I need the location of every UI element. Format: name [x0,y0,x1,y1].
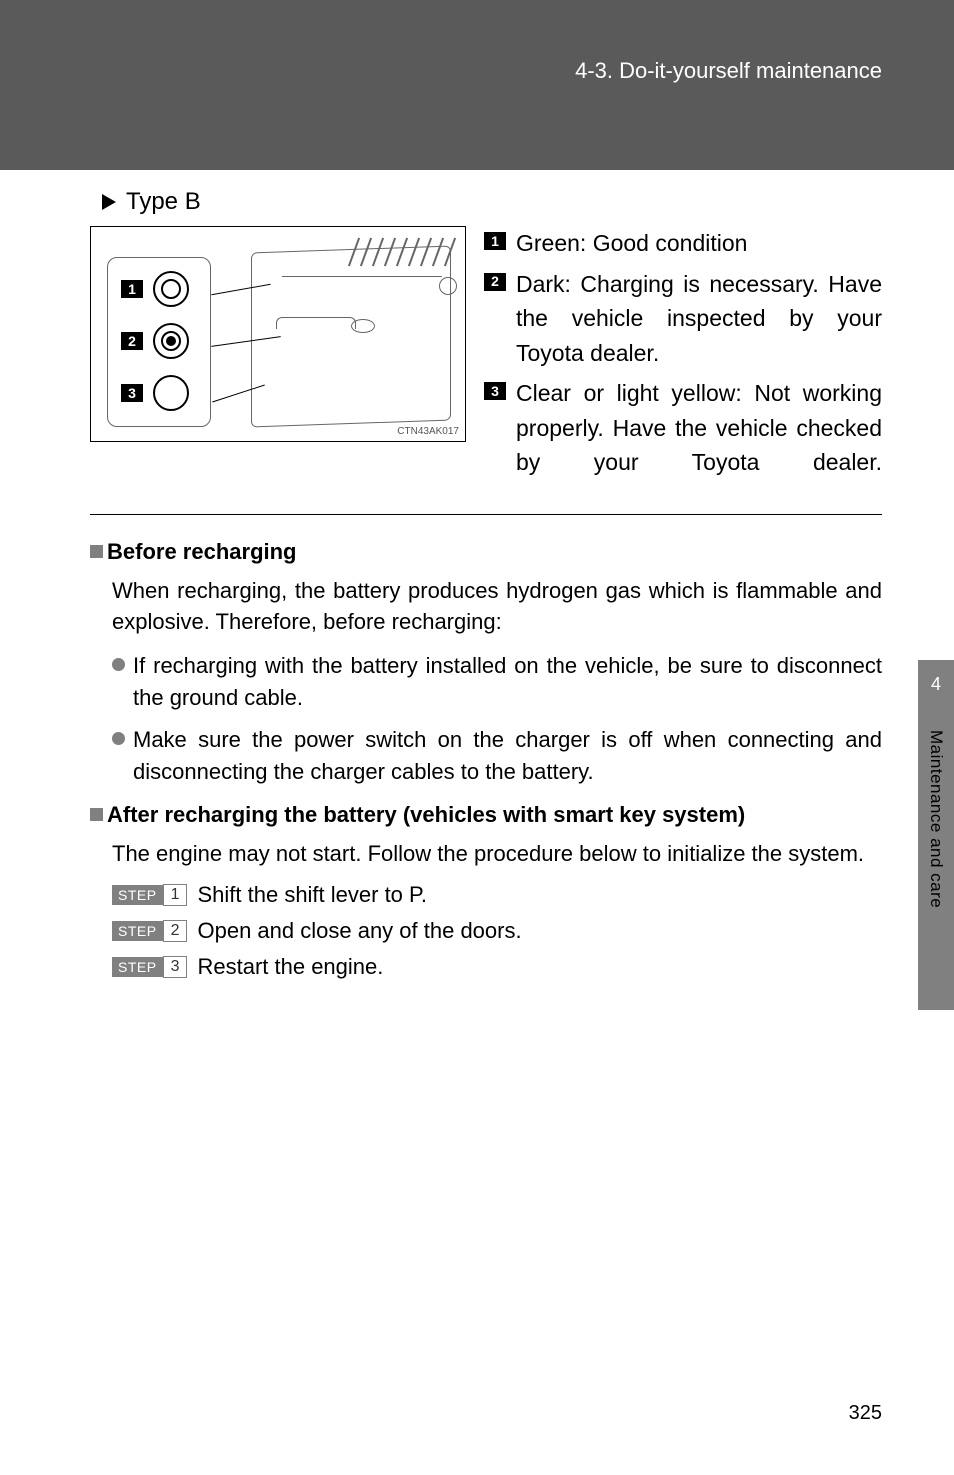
section-intro: The engine may not start. Follow the pro… [112,838,882,870]
legend-item: 3 Clear or light yellow: Not working pro… [484,376,882,480]
step-number: 1 [163,884,188,906]
legend-text: Dark: Charging is necessary. Have the ve… [516,267,882,371]
step-badge: STEP 1 [112,884,187,906]
step-item: STEP 3 Restart the engine. [112,954,882,980]
step-number: 2 [163,920,188,942]
bullet-item: If recharging with the battery installed… [112,650,882,714]
indicator-number-badge: 1 [121,280,143,298]
battery-terminal [439,277,457,295]
section-heading: After recharging the battery (vehicles w… [90,802,882,828]
legend-number-badge: 1 [484,232,506,250]
bullet-text: Make sure the power switch on the charge… [133,724,882,788]
bullet-text: If recharging with the battery installed… [133,650,882,714]
section-title: After recharging the battery (vehicles w… [107,802,745,828]
after-recharging-section: After recharging the battery (vehicles w… [90,802,882,980]
triangle-icon [102,194,116,210]
battery-handle [276,317,356,329]
diagram-code: CTN43AK017 [397,426,459,437]
section-title: Before recharging [107,539,297,565]
legend-text: Clear or light yellow: Not working prope… [516,376,882,480]
round-bullet-icon [112,732,125,745]
step-label: STEP [112,957,163,977]
before-recharging-section: Before recharging When recharging, the b… [90,539,882,788]
chapter-label: Maintenance and care [926,730,946,908]
main-content: Type B 1 2 [0,188,954,980]
step-text: Restart the engine. [197,954,383,980]
legend-item: 1 Green: Good condition [484,226,882,261]
type-label: Type B [126,188,201,216]
divider [90,514,882,515]
header-band: 4-3. Do-it-yourself maintenance [0,0,954,170]
step-label: STEP [112,921,163,941]
step-text: Shift the shift lever to P. [197,882,427,908]
type-heading: Type B [102,188,882,216]
square-bullet-icon [90,808,103,821]
page-number: 325 [849,1402,882,1425]
step-item: STEP 2 Open and close any of the doors. [112,918,882,944]
chapter-number: 4 [918,660,954,695]
step-badge: STEP 3 [112,956,187,978]
battery-hatch [353,237,463,269]
indicator-circle-green-icon [153,271,189,307]
indicator-circle-clear-icon [153,375,189,411]
legend-list: 1 Green: Good condition 2 Dark: Charging… [484,226,882,486]
diagram-and-legend: 1 2 3 CTN43AK017 1 [90,226,882,486]
step-text: Open and close any of the doors. [197,918,521,944]
indicator-number-badge: 2 [121,332,143,350]
indicator-row-1: 1 [121,271,189,307]
step-badge: STEP 2 [112,920,187,942]
legend-item: 2 Dark: Charging is necessary. Have the … [484,267,882,371]
legend-number-badge: 3 [484,382,506,400]
step-label: STEP [112,885,163,905]
section-intro: When recharging, the battery produces hy… [112,575,882,639]
bullet-item: Make sure the power switch on the charge… [112,724,882,788]
legend-number-badge: 2 [484,273,506,291]
indicator-row-3: 3 [121,375,189,411]
indicator-row-2: 2 [121,323,189,359]
step-number: 3 [163,956,188,978]
step-item: STEP 1 Shift the shift lever to P. [112,882,882,908]
battery-diagram: 1 2 3 CTN43AK017 [90,226,466,442]
indicator-circle-dark-icon [153,323,189,359]
header-breadcrumb: 4-3. Do-it-yourself maintenance [575,58,882,84]
round-bullet-icon [112,658,125,671]
indicator-number-badge: 3 [121,384,143,402]
square-bullet-icon [90,545,103,558]
legend-text: Green: Good condition [516,226,882,261]
section-heading: Before recharging [90,539,882,565]
